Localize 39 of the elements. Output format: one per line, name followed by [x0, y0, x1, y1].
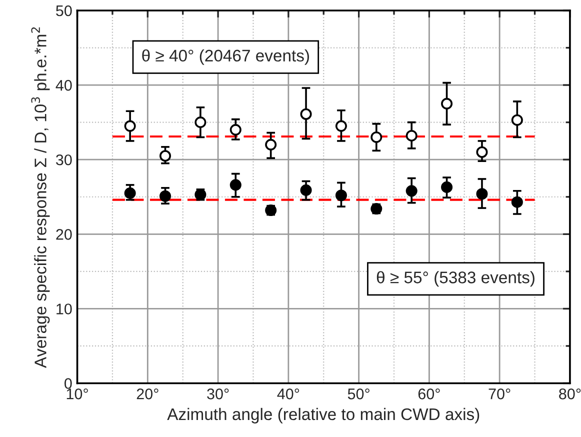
x-tick-label: 30°	[207, 388, 229, 400]
point	[476, 146, 488, 158]
point	[441, 181, 453, 193]
annotation: θ ≥ 55° (5383 events)	[376, 271, 534, 287]
y-tick-label: 30	[56, 154, 72, 166]
point	[406, 185, 418, 197]
point	[511, 196, 523, 208]
x-tick-label: 70°	[488, 388, 510, 400]
point	[406, 130, 418, 142]
annotation: θ ≥ 40° (20467 events)	[142, 49, 309, 65]
point	[300, 108, 312, 120]
y-tick-label: 20	[56, 229, 72, 240]
point	[511, 114, 523, 126]
point	[370, 131, 382, 143]
point	[194, 116, 206, 128]
point	[265, 138, 277, 150]
point	[335, 190, 347, 202]
point	[441, 98, 453, 110]
x-tick-label: 60°	[418, 388, 440, 400]
x-tick-label: 40°	[277, 388, 300, 400]
point	[476, 188, 488, 200]
point	[159, 190, 172, 202]
y-tick-label: 50	[56, 5, 72, 16]
y-tick-label: 10	[56, 304, 72, 314]
y-tick-label: 40	[56, 80, 72, 91]
point	[124, 120, 136, 132]
x-tick-label: 80°	[559, 388, 581, 400]
point	[230, 124, 242, 136]
point	[124, 187, 136, 199]
point	[335, 120, 347, 132]
y-axis-title: Average specific response Σ / D, 10$^{3}$ ph.e.*m$^{2}$	[31, 27, 50, 368]
y-tick-label: 0	[64, 378, 72, 389]
point	[230, 179, 242, 191]
x-tick-label: 10°	[66, 388, 88, 400]
point	[300, 184, 312, 196]
point	[159, 150, 172, 162]
x-tick-label: 50°	[348, 388, 370, 400]
x-axis-title: Azimuth angle (relative to main CWD axis)	[167, 408, 480, 424]
x-tick-label: 20°	[136, 388, 158, 400]
